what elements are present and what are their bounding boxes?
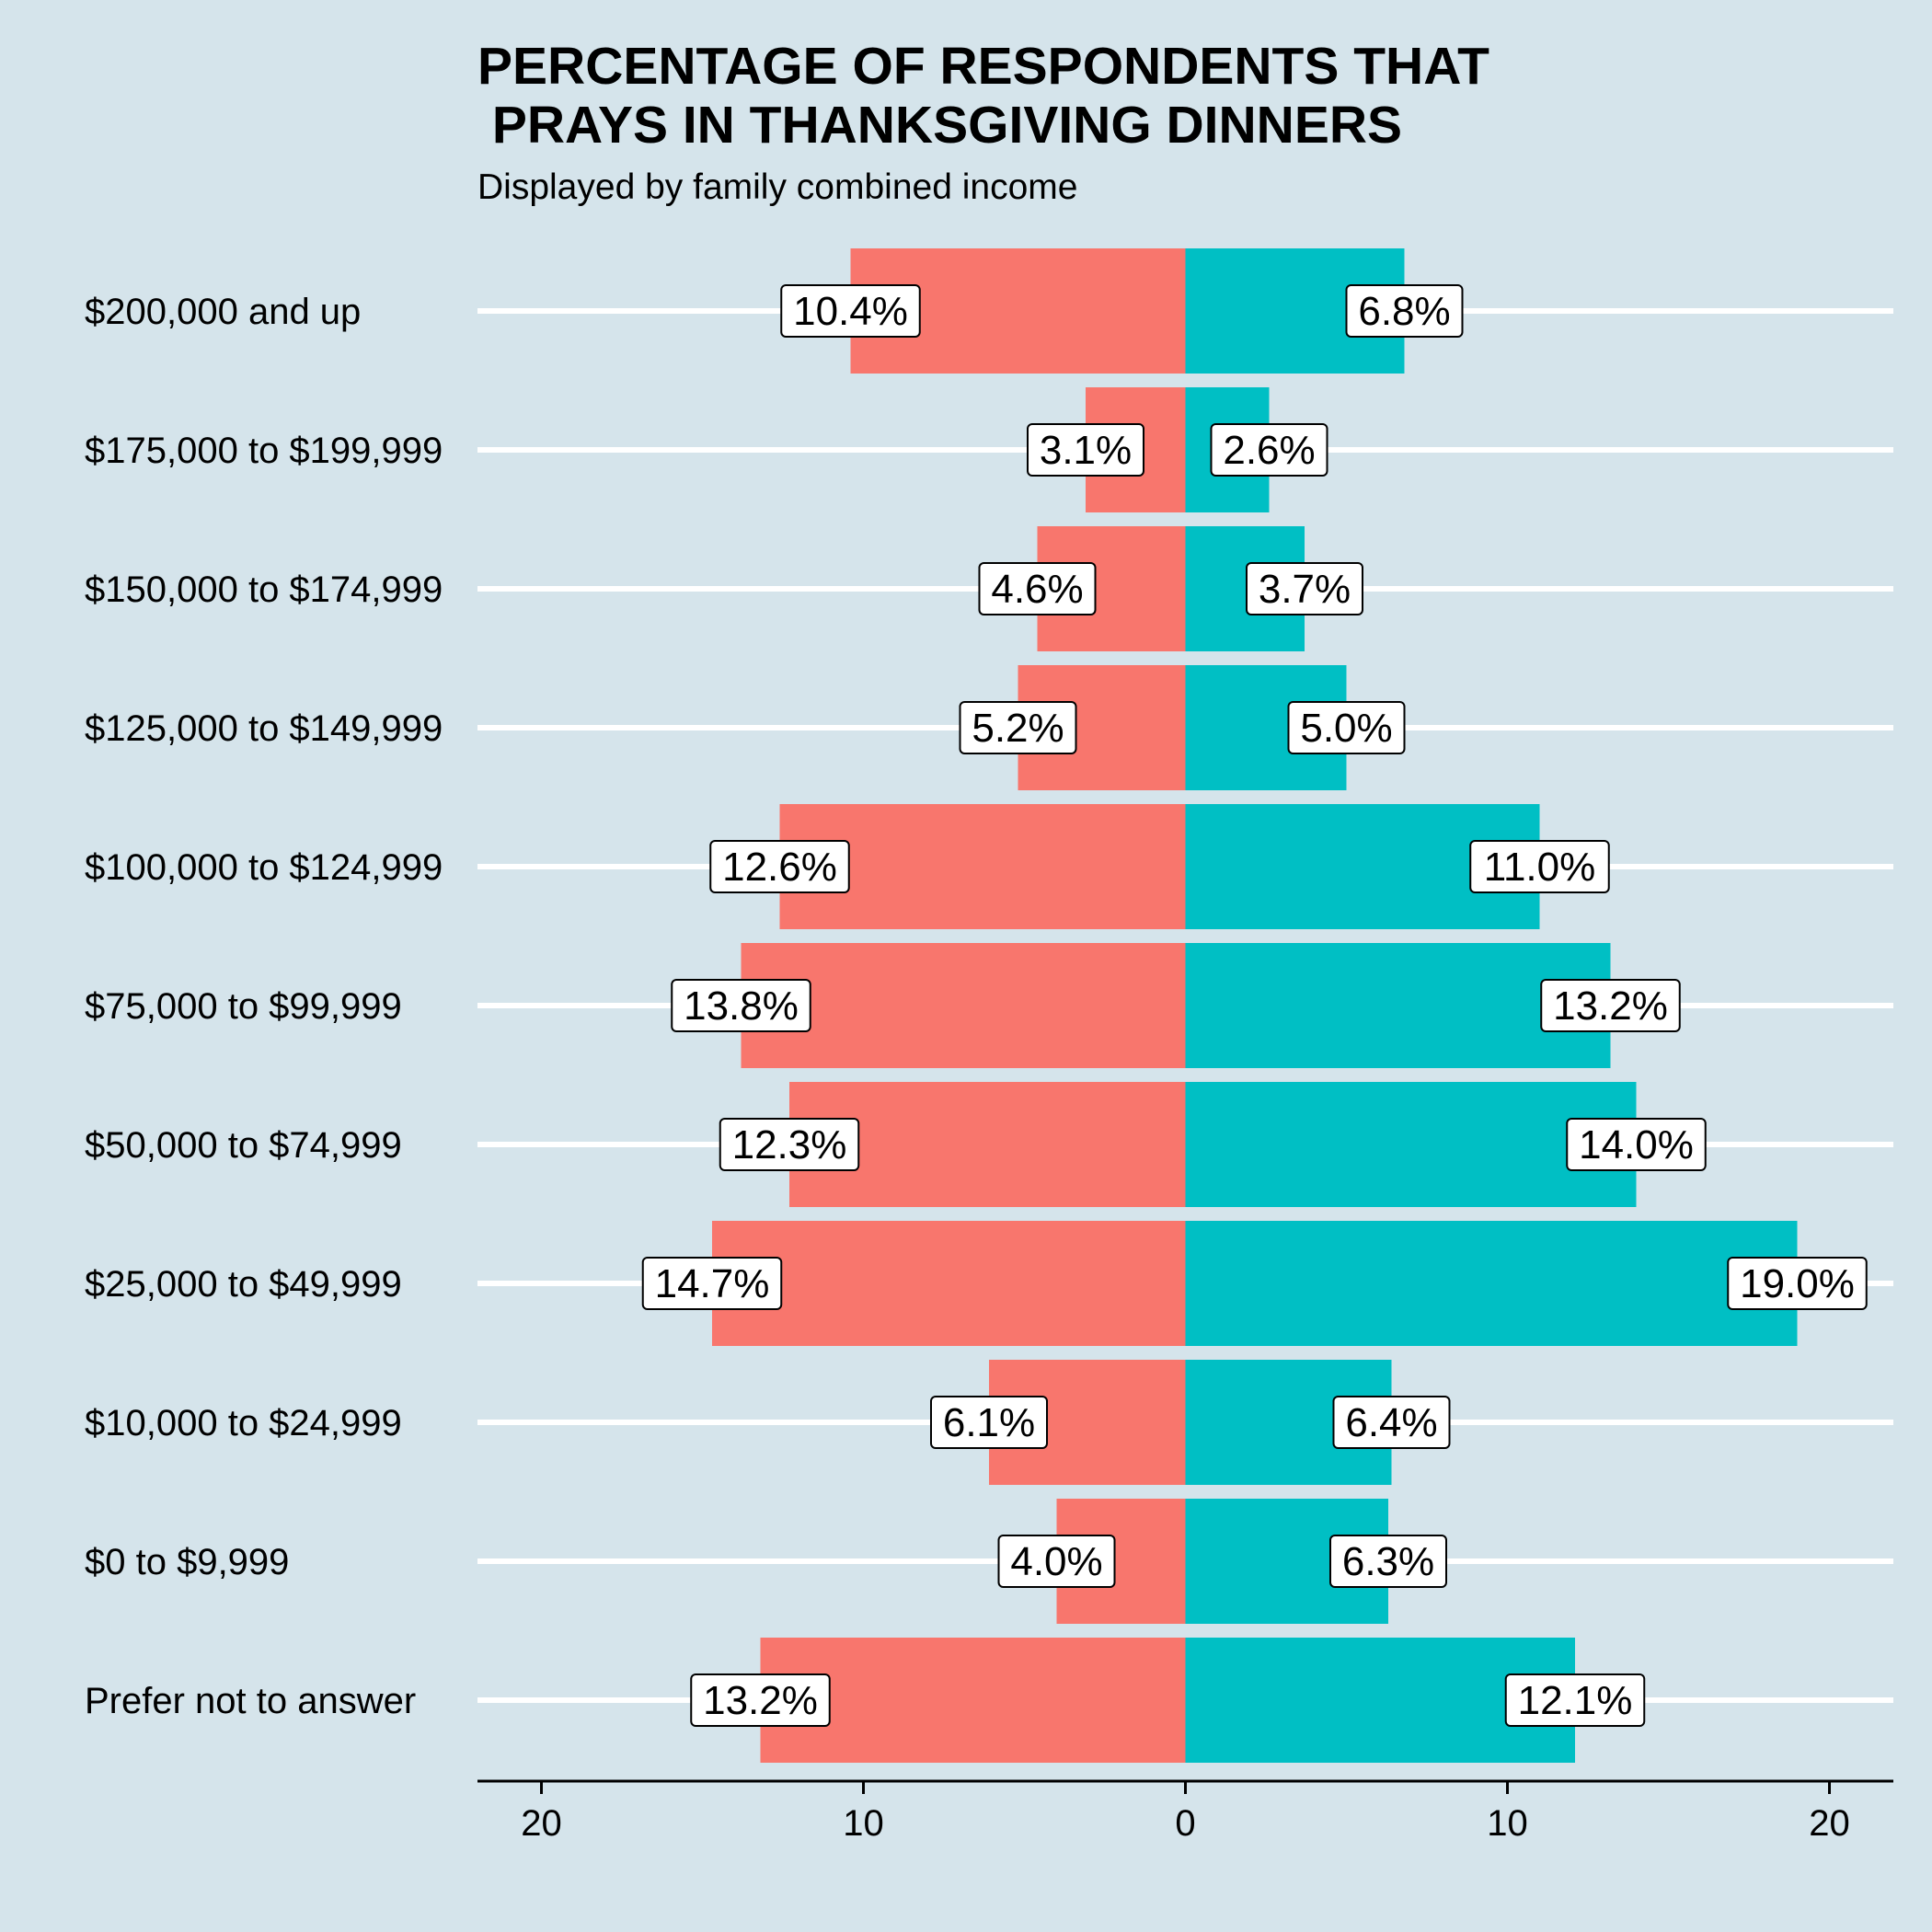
data-label-right: 6.3% <box>1329 1535 1447 1588</box>
data-label-text: 11.0% <box>1484 845 1596 890</box>
data-label-right: 14.0% <box>1566 1118 1707 1171</box>
data-label-box <box>1727 1257 1868 1310</box>
data-label-text: 14.7% <box>655 1261 770 1306</box>
bar-left <box>760 1638 1186 1763</box>
data-label-right: 3.7% <box>1246 562 1363 615</box>
bar-right <box>1185 1082 1637 1207</box>
data-label-box <box>1332 1396 1451 1449</box>
data-label-text: 2.6% <box>1223 428 1315 473</box>
data-label-right: 2.6% <box>1210 423 1328 477</box>
data-label-box <box>1329 1535 1447 1588</box>
data-label-text: 19.0% <box>1740 1261 1855 1306</box>
data-label-box <box>690 1673 831 1727</box>
data-label-right: 13.2% <box>1540 979 1681 1032</box>
data-label-box <box>930 1396 1048 1449</box>
data-label-text: 3.7% <box>1259 567 1351 612</box>
bar-right <box>1185 1221 1798 1346</box>
x-axis: 20 10 0 10 20 <box>477 1779 1893 1844</box>
data-label-box <box>1566 1118 1707 1171</box>
data-label-box <box>1246 562 1363 615</box>
data-label-left: 6.1% <box>930 1396 1048 1449</box>
data-label-left: 12.3% <box>719 1118 860 1171</box>
data-label-right: 6.8% <box>1345 284 1464 338</box>
data-label-right: 5.0% <box>1287 701 1406 754</box>
category-label: $10,000 to $24,999 <box>85 1403 402 1443</box>
data-label-text: 13.2% <box>703 1678 818 1723</box>
chart-title-line1: PERCENTAGE OF RESPONDENTS THAT <box>477 37 1489 96</box>
data-label-box <box>1287 701 1406 754</box>
data-label-right: 6.4% <box>1332 1396 1451 1449</box>
data-label-box <box>671 979 811 1032</box>
data-label-box <box>709 840 850 893</box>
data-label-left: 3.1% <box>1027 423 1144 477</box>
data-label-box <box>1469 840 1610 893</box>
data-label-box <box>641 1257 783 1310</box>
data-label-box <box>780 284 921 338</box>
data-label-text: 6.8% <box>1358 289 1450 334</box>
data-label-text: 6.1% <box>943 1400 1035 1445</box>
data-label-left: 5.2% <box>959 701 1077 754</box>
data-label-box <box>1345 284 1464 338</box>
bar-left <box>741 943 1186 1068</box>
data-label-text: 5.2% <box>972 706 1064 751</box>
data-label-right: 11.0% <box>1469 840 1610 893</box>
data-label-right: 12.1% <box>1504 1673 1646 1727</box>
category-label: $150,000 to $174,999 <box>85 569 443 610</box>
data-label-box <box>1504 1673 1646 1727</box>
category-label: $175,000 to $199,999 <box>85 431 443 471</box>
category-label: $75,000 to $99,999 <box>85 986 402 1027</box>
data-label-box <box>959 701 1077 754</box>
x-tick-label: 0 <box>1175 1803 1195 1844</box>
category-label: $0 to $9,999 <box>85 1542 289 1582</box>
data-label-text: 4.0% <box>1010 1539 1102 1584</box>
data-label-box <box>1027 423 1144 477</box>
data-label-text: 12.6% <box>722 845 837 890</box>
data-label-text: 4.6% <box>991 567 1083 612</box>
data-label-text: 3.1% <box>1040 428 1132 473</box>
category-labels: $200,000 and up $175,000 to $199,999 $150,… <box>85 292 443 1721</box>
data-label-left: 14.7% <box>641 1257 783 1310</box>
x-tick-label: 20 <box>521 1803 562 1844</box>
data-label-left: 4.0% <box>997 1535 1116 1588</box>
data-label-left: 13.8% <box>671 979 811 1032</box>
bar-right <box>1185 943 1611 1068</box>
data-label-text: 6.4% <box>1345 1400 1437 1445</box>
data-label-box <box>997 1535 1116 1588</box>
data-label-right: 19.0% <box>1727 1257 1868 1310</box>
x-tick-label: 20 <box>1809 1803 1850 1844</box>
data-label-text: 5.0% <box>1300 706 1392 751</box>
data-label-text: 13.8% <box>684 983 799 1029</box>
data-label-box <box>719 1118 860 1171</box>
data-label-text: 10.4% <box>793 289 908 334</box>
x-tick-label: 10 <box>1487 1803 1528 1844</box>
chart-title-line2: PRAYS IN THANKSGIVING DINNERS <box>477 96 1402 155</box>
category-label: $125,000 to $149,999 <box>85 708 443 749</box>
bar-left <box>712 1221 1186 1346</box>
bars <box>712 248 1798 1763</box>
data-label-box <box>1540 979 1681 1032</box>
data-label-text: 14.0% <box>1579 1122 1694 1167</box>
data-label-text: 12.1% <box>1518 1678 1633 1723</box>
data-label-left: 13.2% <box>690 1673 831 1727</box>
data-label-text: 6.3% <box>1342 1539 1434 1584</box>
data-label-box <box>978 562 1097 615</box>
data-label-left: 12.6% <box>709 840 850 893</box>
category-label: $50,000 to $74,999 <box>85 1125 402 1166</box>
category-label: $100,000 to $124,999 <box>85 847 443 888</box>
x-tick-label: 10 <box>843 1803 884 1844</box>
data-label-text: 12.3% <box>732 1122 847 1167</box>
data-label-text: 13.2% <box>1553 983 1668 1029</box>
data-label-left: 10.4% <box>780 284 921 338</box>
chart-subtitle: Displayed by family combined income <box>477 167 1077 207</box>
data-label-left: 4.6% <box>978 562 1097 615</box>
category-label: $25,000 to $49,999 <box>85 1264 402 1305</box>
category-label: $200,000 and up <box>85 292 361 332</box>
data-labels: 10.4% 3.1% 4.6% 5.2% 12.6% 13.8% 12.3% 14.7% 6.1… <box>641 284 1868 1727</box>
category-label: Prefer not to answer <box>85 1681 416 1721</box>
data-label-box <box>1210 423 1328 477</box>
